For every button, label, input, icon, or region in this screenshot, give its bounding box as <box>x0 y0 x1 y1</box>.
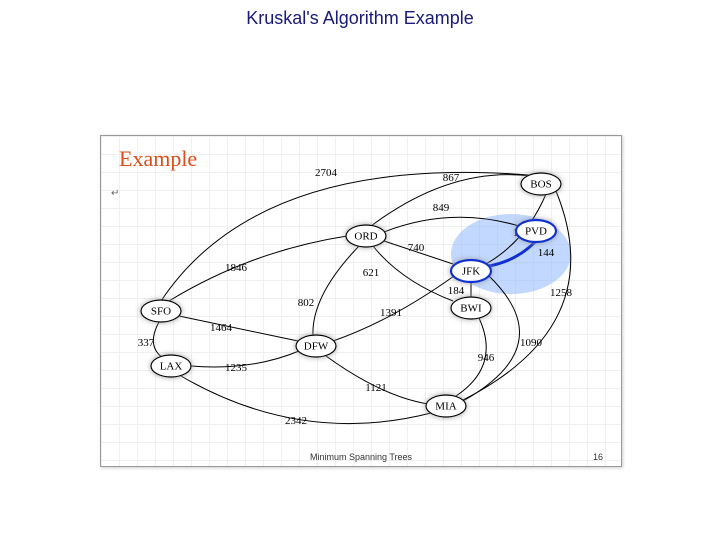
edge-DFW-MIA <box>326 356 428 404</box>
edge-weight-JFK-DFW: 1391 <box>380 307 402 319</box>
edge-SFO-ORD <box>169 236 347 301</box>
node-label-ORD: ORD <box>354 231 377 243</box>
node-label-JFK: JFK <box>462 266 480 278</box>
node-label-PVD: PVD <box>525 226 547 238</box>
slide-page-number: 16 <box>593 452 603 462</box>
edge-weight-DFW-MIA: 1121 <box>365 382 387 394</box>
node-label-LAX: LAX <box>160 361 183 373</box>
edge-weight-ORD-DFW: 802 <box>298 297 315 309</box>
edge-weight-ORD-JFK: 740 <box>408 242 425 254</box>
edge-weight-PVD-JFK: 144 <box>538 247 555 259</box>
node-LAX: LAX <box>151 355 191 377</box>
edge-weight-SFO-ORD: 1846 <box>225 262 248 274</box>
edge-weight-ORD-BWI: 621 <box>363 267 380 279</box>
node-label-BWI: BWI <box>460 303 482 315</box>
node-DFW: DFW <box>296 335 336 357</box>
edge-weight-SFO-BOS: 2704 <box>315 167 338 179</box>
slide-footer-title: Minimum Spanning Trees <box>101 452 621 462</box>
slide-frame: Example ↵ 270486784918714474062118412581… <box>100 135 622 467</box>
edge-weight-BOS-MIA: 1258 <box>550 287 573 299</box>
edge-weight-SFO-LAX: 337 <box>138 337 155 349</box>
node-label-MIA: MIA <box>435 401 456 413</box>
edge-ORD-DFW <box>313 246 359 336</box>
edge-weight-BWI-MIA: 946 <box>478 352 495 364</box>
node-label-BOS: BOS <box>530 179 551 191</box>
node-BWI: BWI <box>451 297 491 319</box>
edge-weight-ORD-BOS: 867 <box>443 172 460 184</box>
edge-weight-JFK-MIA: 1090 <box>520 337 543 349</box>
node-label-SFO: SFO <box>151 306 171 318</box>
page-title: Kruskal's Algorithm Example <box>0 8 720 29</box>
node-ORD: ORD <box>346 225 386 247</box>
edge-SFO-DFW <box>179 316 298 341</box>
edge-weight-LAX-MIA: 2342 <box>285 415 307 427</box>
edge-weight-SFO-DFW: 1464 <box>210 322 233 334</box>
node-MIA: MIA <box>426 395 466 417</box>
edge-weight-ORD-PVD: 849 <box>433 202 450 214</box>
node-JFK: JFK <box>451 260 491 282</box>
edge-ORD-BWI <box>373 246 453 301</box>
edge-weight-LAX-DFW: 1235 <box>225 362 248 374</box>
node-SFO: SFO <box>141 300 181 322</box>
node-label-DFW: DFW <box>304 341 329 353</box>
node-PVD: PVD <box>516 220 556 242</box>
edge-SFO-LAX <box>153 322 163 358</box>
node-BOS: BOS <box>521 173 561 195</box>
edge-weight-JFK-BWI: 184 <box>448 285 465 297</box>
graph-canvas: 2704867849187144740621184125818468021391… <box>101 136 621 466</box>
